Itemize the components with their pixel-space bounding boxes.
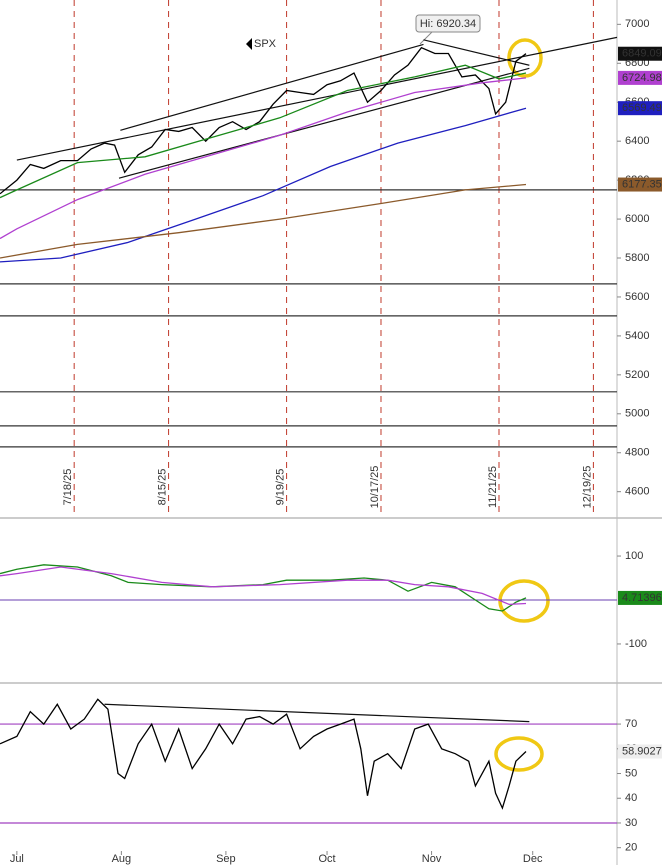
trend-line <box>16 36 618 161</box>
highlight-circle <box>494 736 544 772</box>
y-tick-label: 7000 <box>625 18 649 30</box>
date-label: 7/18/25 <box>62 469 74 506</box>
y-tick-label: 6400 <box>625 135 649 147</box>
y-tick-label: 50 <box>625 767 637 779</box>
hi-pointer <box>419 31 433 45</box>
series-line <box>0 77 527 240</box>
end-label: 4.71396 <box>622 592 662 604</box>
x-tick-label: Jul <box>10 853 24 865</box>
series-line <box>0 698 527 810</box>
y-tick-label: 5000 <box>625 408 649 420</box>
y-tick-label: 20 <box>625 842 637 854</box>
series-line <box>0 566 527 606</box>
series-line <box>0 107 527 263</box>
y-tick-label: 30 <box>625 817 637 829</box>
date-label: 9/19/25 <box>274 469 286 506</box>
x-tick-label: Nov <box>422 853 442 865</box>
highlight-circle <box>507 38 543 78</box>
y-tick-label: 5200 <box>625 369 649 381</box>
y-tick-label: 40 <box>625 792 637 804</box>
end-label-box <box>618 46 662 61</box>
y-tick-label: 5600 <box>625 291 649 303</box>
end-label: 6724.98 <box>622 72 662 84</box>
end-label-box <box>618 177 662 192</box>
trend-line <box>120 43 424 131</box>
symbol-label: SPX <box>254 38 277 50</box>
end-label: 58.9027 <box>622 745 662 757</box>
trend-line <box>104 703 530 723</box>
y-tick-label: 6000 <box>625 213 649 225</box>
y-tick-label: 4800 <box>625 447 649 459</box>
x-tick-label: Aug <box>112 853 132 865</box>
end-label: 6177.35 <box>622 178 662 190</box>
date-label: 8/15/25 <box>156 469 168 506</box>
date-label: 12/19/25 <box>581 466 593 509</box>
trend-line <box>423 39 530 66</box>
spx-marker <box>246 38 252 50</box>
end-label: 6569.49 <box>622 102 662 114</box>
y-tick-label: 4600 <box>625 486 649 498</box>
x-tick-label: Sep <box>216 853 236 865</box>
date-label: 11/21/25 <box>487 466 499 508</box>
end-label-box <box>618 744 662 759</box>
y-tick-label: 70 <box>625 718 637 730</box>
series-line <box>0 46 527 195</box>
hi-box <box>415 14 481 33</box>
trend-line <box>118 67 530 179</box>
date-label: 10/17/25 <box>369 466 381 509</box>
end-label-box <box>618 70 662 85</box>
end-label: 6849.09 <box>622 48 662 60</box>
y-tick-label: 5800 <box>625 252 649 264</box>
end-label-box <box>618 590 662 605</box>
series-line <box>0 564 527 612</box>
x-tick-label: Dec <box>523 853 543 865</box>
series-line <box>0 64 527 199</box>
end-label-box <box>618 101 662 116</box>
x-tick-label: Oct <box>318 853 335 865</box>
series-line <box>0 183 527 259</box>
y-tick-label: 5400 <box>625 330 649 342</box>
y-tick-label: -100 <box>625 638 647 650</box>
hi-annotation: Hi: 6920.34 <box>420 18 476 30</box>
y-tick-label: 100 <box>625 550 643 562</box>
